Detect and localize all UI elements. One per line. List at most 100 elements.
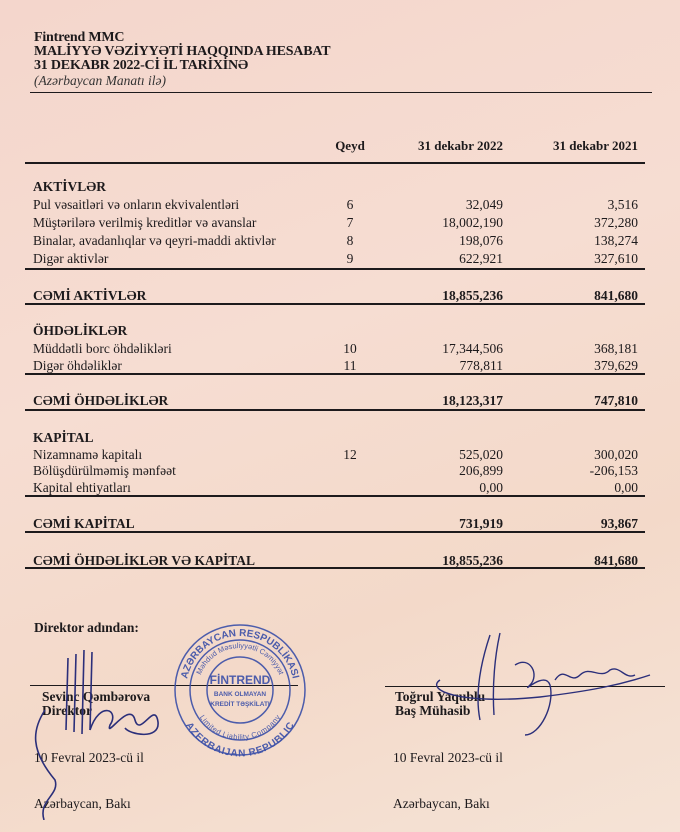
svg-text:Limited Liability Company: Limited Liability Company [198,713,282,742]
row-label: Digər öhdəliklər [33,358,122,373]
row-label: CƏMİ KAPİTAL [33,516,135,531]
right-date: 10 Fevral 2023-cü il [393,750,503,765]
row-note: 12 [343,447,357,462]
value-2022: 32,049 [465,197,503,212]
total-row: CƏMİ ÖHDƏLİKLƏR 18,123,317 747,810 [0,393,680,409]
company-stamp: AZƏRBAYCAN RESPUBLİKASI AZERBAIJAN REPUB… [174,624,306,758]
left-place: Azərbaycan, Bakı [34,796,131,811]
table-row: Müddətli borc öhdəlikləri 10 17,344,506 368… [0,341,680,357]
table-row: Nizamnamə kapitalı 12 525,020 300,020 [0,447,680,463]
director-name: Sevinc Qəmbərova [42,689,151,704]
row-label: CƏMİ ÖHDƏLİKLƏR VƏ KAPİTAL [33,553,256,568]
table-header-rule [25,162,645,164]
row-note: 11 [343,358,357,373]
value-2022: 18,855,236 [442,553,503,568]
stamp-inner-bottom: Limited Liability Company [198,713,282,742]
row-note: 9 [346,251,354,266]
row-label: Müştərilərə verilmiş kreditlər və avansl… [33,215,257,230]
table-row: Müştərilərə verilmiş kreditlər və avansl… [0,215,680,231]
accountant-signature [435,632,651,736]
value-2021: 372,280 [594,215,638,230]
stamp-brand: FİNTREND [210,672,271,687]
value-2021: 747,810 [594,393,638,408]
value-2022: 731,919 [459,516,503,531]
table-rule [25,409,645,411]
report-title: MALİYYƏ VƏZİYYƏTİ HAQQINDA HESABAT [34,44,331,59]
table-row: Pul vəsaitləri və onların ekvivalentləri… [0,197,680,213]
table-row: Digər öhdəliklər 11 778,811 379,629 [0,358,680,374]
row-note: 6 [346,197,354,212]
value-2022: 18,002,190 [442,215,503,230]
section-heading: ÖHDƏLİKLƏR [0,323,680,339]
row-note: 10 [343,341,357,356]
left-date: 10 Fevral 2023-cü il [34,750,144,765]
right-signature-line [385,686,665,687]
table-rule [25,531,645,533]
value-2022: 18,855,236 [442,288,503,303]
stamp-line1: BANK OLMAYAN [214,691,267,698]
value-2021: 93,867 [600,516,638,531]
table-header: Qeyd 31 dekabr 2022 31 dekabr 2021 [0,138,680,154]
row-note: 7 [346,215,354,230]
value-2022: 18,123,317 [442,393,503,408]
value-2021: -206,153 [589,463,638,478]
row-label: ÖHDƏLİKLƏR [33,323,128,338]
value-2022: 0,00 [479,480,503,495]
value-2022: 198,076 [459,233,503,248]
row-label: Digər aktivlər [33,251,109,266]
table-row: Kapital ehtiyatları 0,00 0,00 [0,480,680,496]
table-row: Digər aktivlər 9 622,921 327,610 [0,251,680,267]
value-2021: 841,680 [594,288,638,303]
company-name: Fintrend MMC [34,30,125,45]
value-2022: 17,344,506 [442,341,503,356]
table-rule [25,373,645,375]
stamp-line2: KREDİT TƏŞKİLATI [210,700,270,708]
header-divider [30,92,652,93]
col-2021: 31 dekabr 2021 [553,138,638,153]
report-date: 31 DEKABR 2022-Cİ İL TARİXİNƏ [34,58,249,73]
col-note: Qeyd [335,138,365,153]
accountant-name: Toğrul Yaqublu [395,689,486,704]
value-2022: 525,020 [459,447,503,462]
row-label: Bölüşdürülməmiş mənfəət [33,463,176,478]
value-2022: 778,811 [459,358,503,373]
value-2021: 368,181 [594,341,638,356]
value-2021: 300,020 [594,447,638,462]
currency-note: (Azərbaycan Manatı ilə) [34,73,166,88]
table-rule [25,268,645,270]
table-row: Bölüşdürülməmiş mənfəət 206,899 -206,153 [0,463,680,479]
row-note: 8 [346,233,354,248]
table-rule [25,495,645,497]
total-row: CƏMİ ÖHDƏLİKLƏR VƏ KAPİTAL 18,855,236 841,… [0,553,680,569]
left-signature-line [30,685,298,686]
value-2022: 622,921 [459,251,503,266]
table-rule [25,567,645,569]
value-2021: 379,629 [594,358,638,373]
row-label: Nizamnamə kapitalı [33,447,143,462]
col-2022: 31 dekabr 2022 [418,138,503,153]
total-row: CƏMİ KAPİTAL 731,919 93,867 [0,516,680,532]
row-label: KAPİTAL [33,430,94,445]
value-2021: 3,516 [607,197,638,212]
row-label: CƏMİ ÖHDƏLİKLƏR [33,393,169,408]
value-2021: 327,610 [594,251,638,266]
row-label: Binalar, avadanlıqlar və qeyri-maddi akt… [33,233,276,248]
value-2022: 206,899 [459,463,503,478]
row-label: AKTİVLƏR [33,179,106,194]
value-2021: 841,680 [594,553,638,568]
section-heading: KAPİTAL [0,430,680,446]
value-2021: 138,274 [594,233,638,248]
row-label: Kapital ehtiyatları [33,480,131,495]
left-heading: Direktor adından: [34,620,139,635]
right-place: Azərbaycan, Bakı [393,796,490,811]
row-label: Pul vəsaitləri və onların ekvivalentləri [33,197,240,212]
table-rule [25,303,645,305]
section-heading: AKTİVLƏR [0,179,680,195]
total-row: CƏMİ AKTİVLƏR 18,855,236 841,680 [0,288,680,304]
row-label: Müddətli borc öhdəlikləri [33,341,172,356]
table-row: Binalar, avadanlıqlar və qeyri-maddi akt… [0,233,680,249]
row-label: CƏMİ AKTİVLƏR [33,288,147,303]
director-signature [34,649,159,820]
value-2021: 0,00 [614,480,638,495]
accountant-title: Baş Mühasib [395,703,471,718]
